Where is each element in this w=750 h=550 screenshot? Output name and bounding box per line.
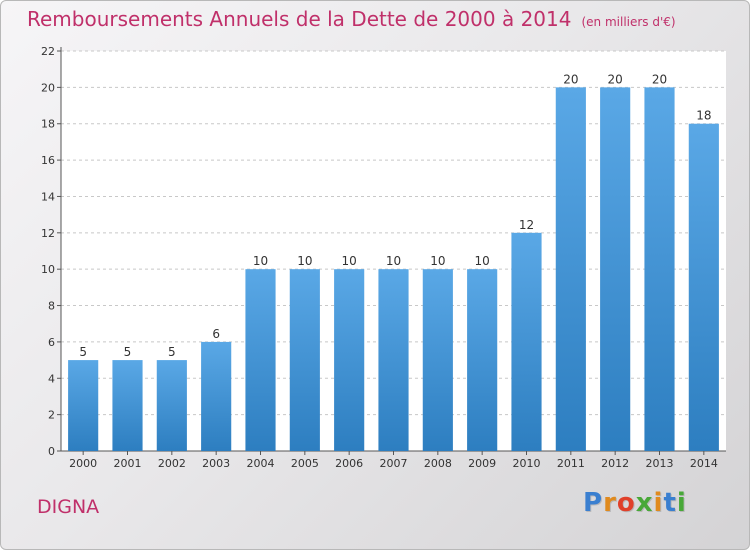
y-tick-label: 4 xyxy=(48,372,55,385)
value-label: 5 xyxy=(124,345,132,359)
logo-letter: x xyxy=(635,488,654,518)
x-tick-label: 2009 xyxy=(468,457,496,470)
y-tick-label: 20 xyxy=(41,81,55,94)
logo-letter: t xyxy=(663,488,677,518)
y-tick-label: 14 xyxy=(41,190,55,203)
x-tick-label: 2000 xyxy=(69,457,97,470)
value-label: 10 xyxy=(342,254,357,268)
y-tick-label: 2 xyxy=(48,409,55,422)
value-label: 5 xyxy=(168,345,176,359)
value-label: 5 xyxy=(79,345,87,359)
bar-2002 xyxy=(156,360,187,451)
x-tick-label: 2001 xyxy=(114,457,142,470)
value-label: 20 xyxy=(608,72,623,86)
y-tick-label: 6 xyxy=(48,336,55,349)
x-tick-label: 2012 xyxy=(601,457,629,470)
bar-2011 xyxy=(555,87,586,451)
value-label: 10 xyxy=(430,254,445,268)
x-tick-label: 2011 xyxy=(557,457,585,470)
bar-2010 xyxy=(511,232,542,451)
value-label: 10 xyxy=(253,254,268,268)
value-label: 20 xyxy=(563,72,578,86)
y-tick-label: 16 xyxy=(41,154,55,167)
x-tick-label: 2008 xyxy=(424,457,452,470)
x-tick-label: 2006 xyxy=(335,457,363,470)
y-tick-label: 8 xyxy=(48,300,55,313)
x-tick-label: 2004 xyxy=(247,457,275,470)
bar-2008 xyxy=(422,269,453,451)
y-tick-label: 12 xyxy=(41,227,55,240)
logo-letter: i xyxy=(653,488,664,518)
x-tick-label: 2007 xyxy=(380,457,408,470)
value-label: 12 xyxy=(519,218,534,232)
bar-2003 xyxy=(201,341,232,451)
place-name: DIGNA xyxy=(37,496,100,518)
bar-2007 xyxy=(378,269,409,451)
proxiti-logo: Proxiti xyxy=(583,488,687,518)
logo-letter: r xyxy=(603,488,617,518)
bar-2014 xyxy=(688,123,719,452)
x-tick-label: 2002 xyxy=(158,457,186,470)
bar-2009 xyxy=(467,269,498,451)
y-tick-label: 0 xyxy=(48,445,55,458)
bar-2004 xyxy=(245,269,276,451)
logo-letter: o xyxy=(616,488,636,518)
bar-2006 xyxy=(334,269,365,451)
bar-2001 xyxy=(112,360,143,451)
x-tick-label: 2014 xyxy=(690,457,718,470)
value-label: 10 xyxy=(386,254,401,268)
bar-2012 xyxy=(600,87,631,451)
bar-2000 xyxy=(68,360,99,451)
value-label: 20 xyxy=(652,72,667,86)
chart-title-text: Remboursements Annuels de la Dette de 20… xyxy=(27,7,572,31)
value-label: 10 xyxy=(475,254,490,268)
value-label: 6 xyxy=(212,327,220,341)
x-tick-label: 2005 xyxy=(291,457,319,470)
bar-2005 xyxy=(289,269,320,451)
logo-letter: i xyxy=(676,488,687,518)
bar-2013 xyxy=(644,87,675,451)
value-label: 10 xyxy=(297,254,312,268)
x-tick-label: 2013 xyxy=(646,457,674,470)
x-tick-label: 2010 xyxy=(513,457,541,470)
y-tick-label: 22 xyxy=(41,45,55,58)
value-label: 18 xyxy=(696,109,711,123)
chart-unit-note: (en milliers d'€) xyxy=(581,15,676,29)
x-tick-label: 2003 xyxy=(202,457,230,470)
chart-title: Remboursements Annuels de la Dette de 20… xyxy=(27,7,676,31)
y-tick-label: 10 xyxy=(41,263,55,276)
logo-letter: P xyxy=(583,488,604,518)
y-tick-label: 18 xyxy=(41,118,55,131)
